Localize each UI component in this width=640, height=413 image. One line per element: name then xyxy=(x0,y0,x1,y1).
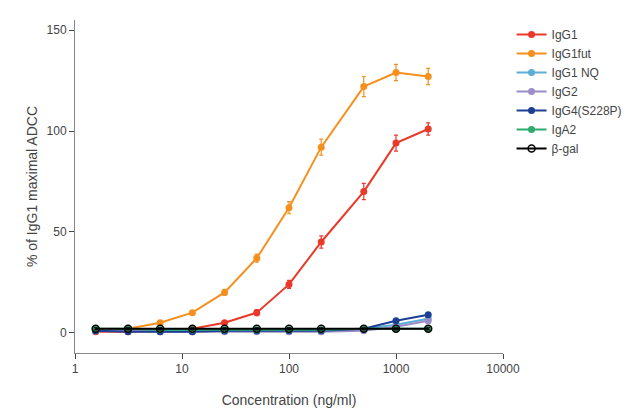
svg-text:IgG4(S228P): IgG4(S228P) xyxy=(552,104,622,118)
svg-text:0: 0 xyxy=(60,326,67,340)
svg-text:IgG1fut: IgG1fut xyxy=(552,47,592,61)
svg-text:100: 100 xyxy=(279,362,299,376)
svg-text:IgG2: IgG2 xyxy=(552,85,578,99)
svg-text:% of IgG1 maximal ADCC: % of IgG1 maximal ADCC xyxy=(24,106,40,267)
svg-text:10000: 10000 xyxy=(486,362,520,376)
svg-text:IgA2: IgA2 xyxy=(552,123,577,137)
svg-text:IgG1: IgG1 xyxy=(552,28,578,42)
svg-text:10: 10 xyxy=(175,362,189,376)
svg-text:Concentration (ng/ml): Concentration (ng/ml) xyxy=(222,392,357,408)
svg-text:50: 50 xyxy=(53,225,67,239)
svg-text:1000: 1000 xyxy=(383,362,410,376)
svg-text:IgG1 NQ: IgG1 NQ xyxy=(552,66,599,80)
svg-text:150: 150 xyxy=(47,23,67,37)
svg-text:1: 1 xyxy=(72,362,79,376)
svg-text:β-gal: β-gal xyxy=(552,142,579,156)
svg-text:100: 100 xyxy=(47,124,67,138)
